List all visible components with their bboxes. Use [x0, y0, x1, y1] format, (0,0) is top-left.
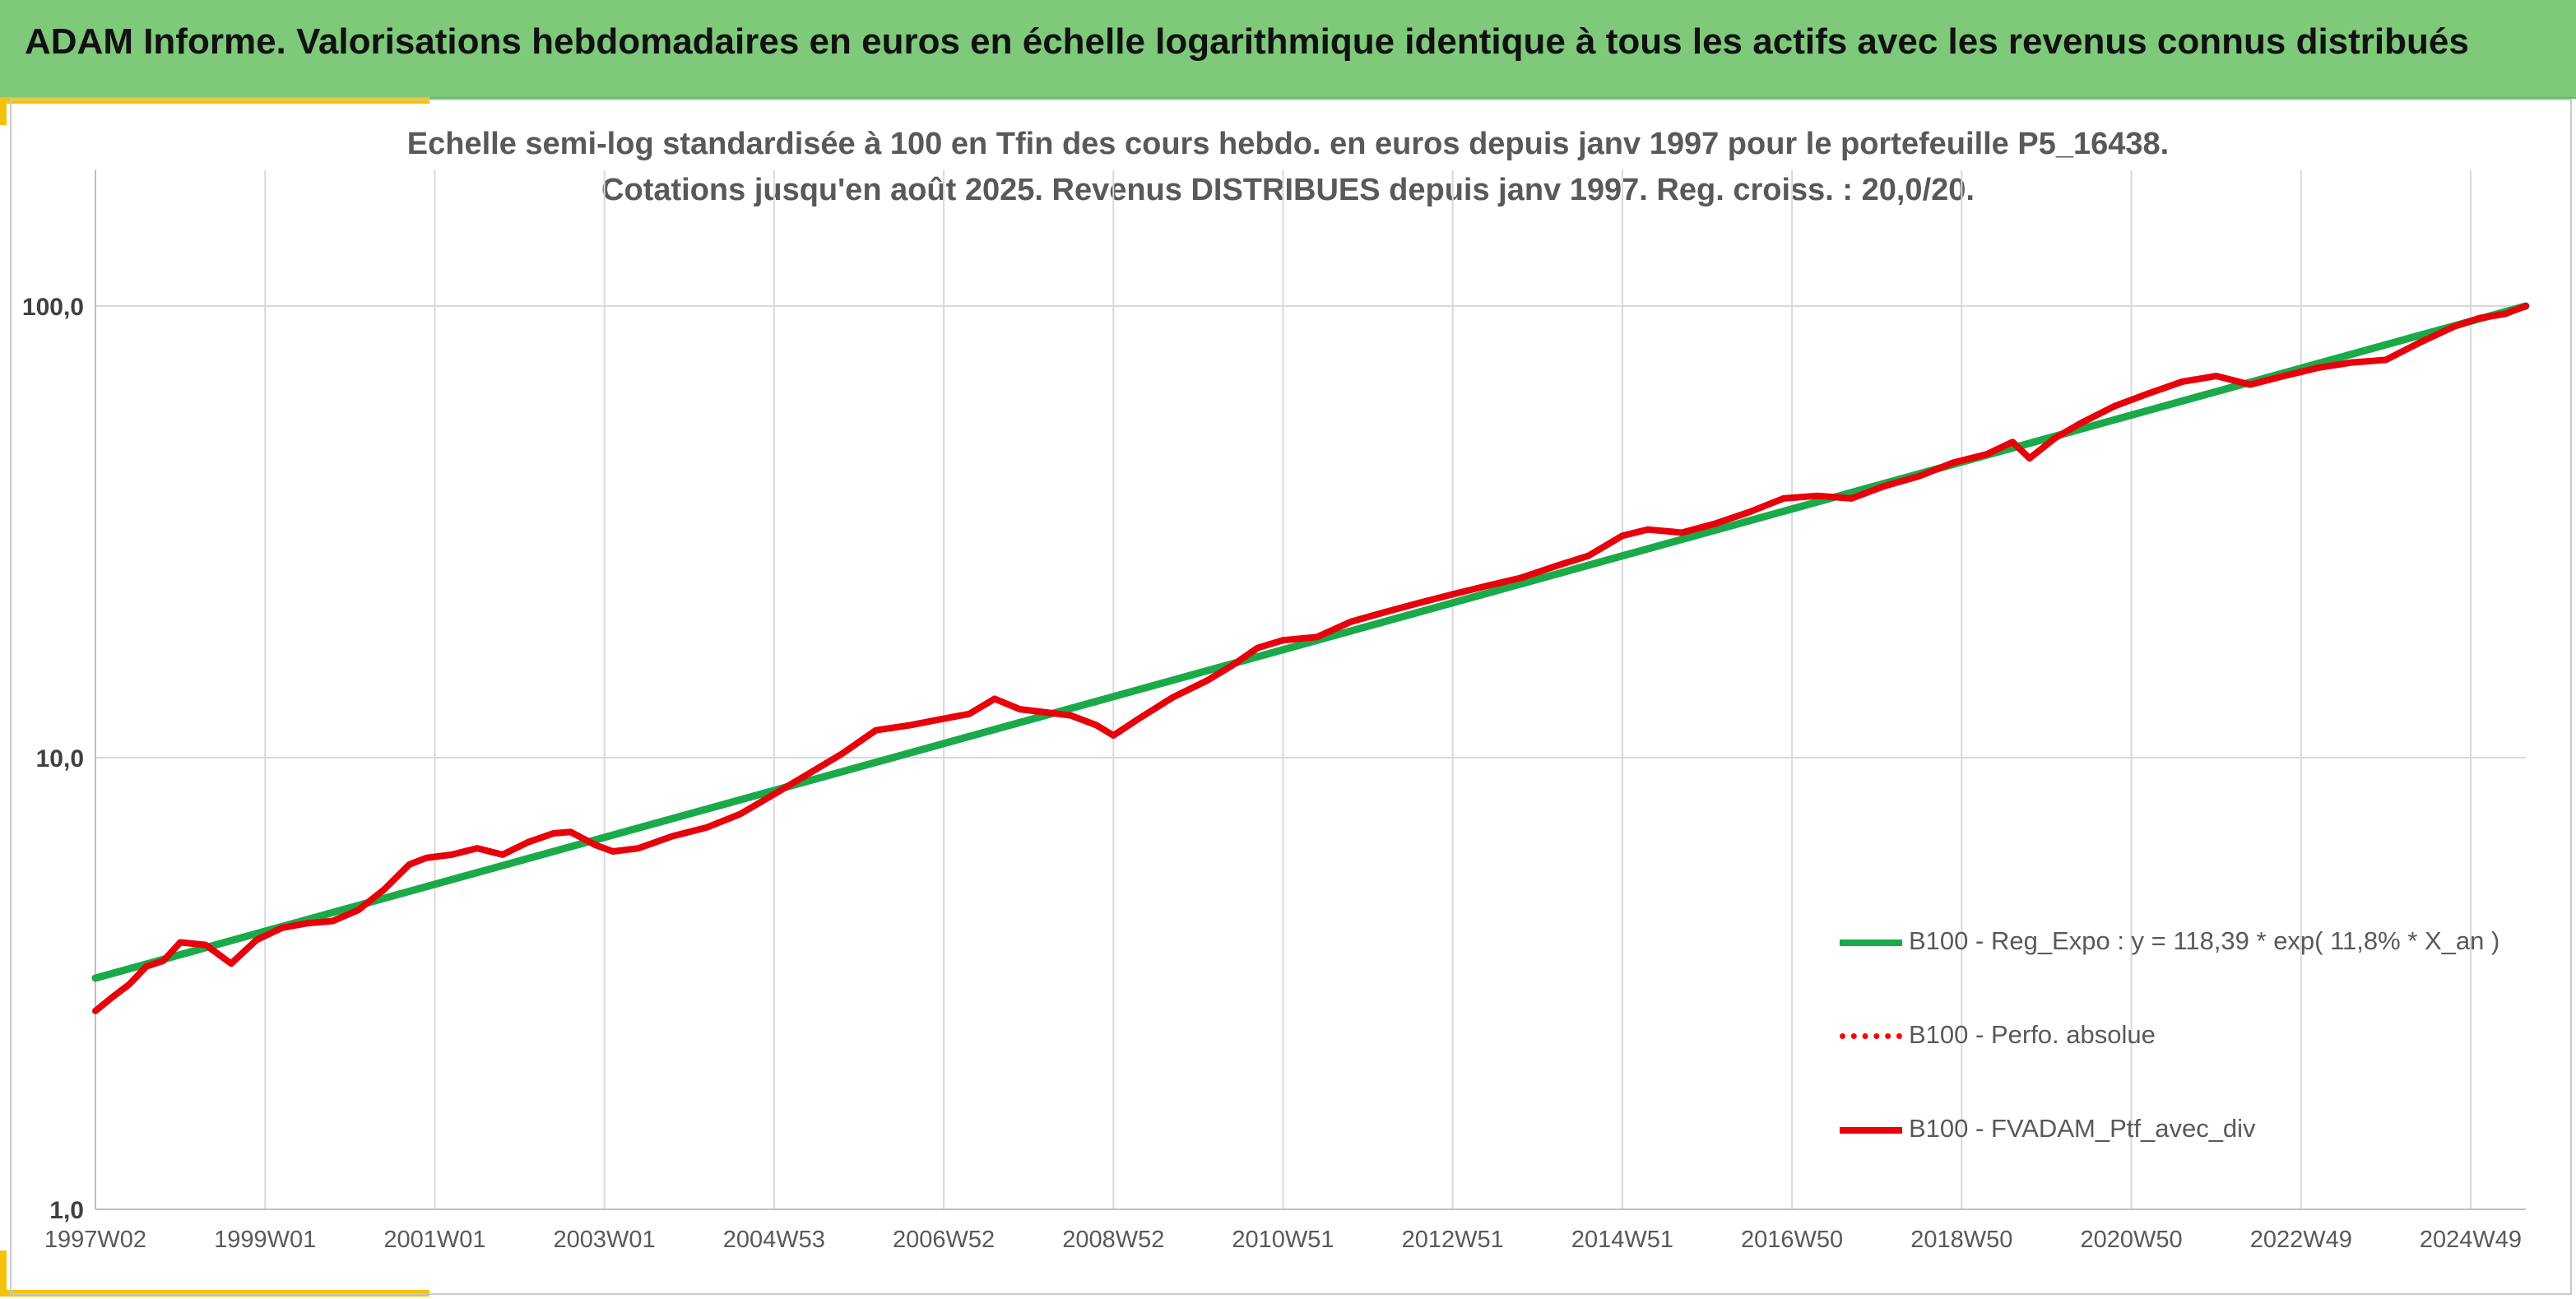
legend-swatch-regression: [1840, 939, 1902, 946]
y-tick-label: 10,0: [36, 745, 84, 772]
accent-bar-left-bottom: [0, 1250, 7, 1297]
x-tick-label: 2018W50: [1910, 1227, 2012, 1253]
accent-bar-left-top: [0, 97, 7, 125]
legend-swatch-portfolio: [1840, 1127, 1902, 1134]
y-tick-label: 1,0: [49, 1197, 84, 1224]
chart-title-line-1: Echelle semi-log standardisée à 100 en T…: [406, 127, 2170, 161]
x-tick-label: 2014W51: [1571, 1227, 1673, 1253]
series-line-regression: [91, 302, 2530, 982]
x-tick-label: 2003W01: [554, 1227, 656, 1253]
legend-label-portfolio: B100 - FVADAM_Ptf_avec_div: [1909, 1114, 2256, 1143]
x-tick-label: 2020W50: [2080, 1227, 2182, 1253]
series-line-portfolio: [92, 303, 2529, 1014]
x-tick-label: 2012W51: [1402, 1227, 1504, 1253]
x-tick-label: 2004W53: [723, 1227, 825, 1253]
x-tick-label: 1997W02: [44, 1227, 146, 1253]
legend-swatch-perfo-absolue: [1840, 1033, 1902, 1039]
legend-label-perfo-absolue: B100 - Perfo. absolue: [1909, 1020, 2156, 1049]
x-tick-label: 2006W52: [893, 1227, 995, 1253]
legend-label-regression: B100 - Reg_Expo : y = 118,39 * exp( 11,8…: [1909, 926, 2500, 955]
x-tick-label: 1999W01: [214, 1227, 316, 1253]
x-tick-label: 2001W01: [383, 1227, 485, 1253]
x-tick-label: 2024W49: [2420, 1227, 2522, 1253]
header-banner: ADAM Informe. Valorisations hebdomadaire…: [0, 0, 2576, 99]
accent-bar-top: [0, 97, 429, 104]
x-tick-label: 2010W51: [1232, 1227, 1334, 1253]
x-tick-label: 2016W50: [1741, 1227, 1843, 1253]
chart-frame: [10, 99, 2572, 1295]
x-tick-label: 2008W52: [1062, 1227, 1164, 1253]
x-tick-label: 2022W49: [2250, 1227, 2352, 1253]
page-title: ADAM Informe. Valorisations hebdomadaire…: [25, 21, 2469, 62]
y-tick-label: 100,0: [22, 294, 84, 321]
chart-title-line-2: Cotations jusqu'en août 2025. Revenus DI…: [601, 173, 1975, 207]
